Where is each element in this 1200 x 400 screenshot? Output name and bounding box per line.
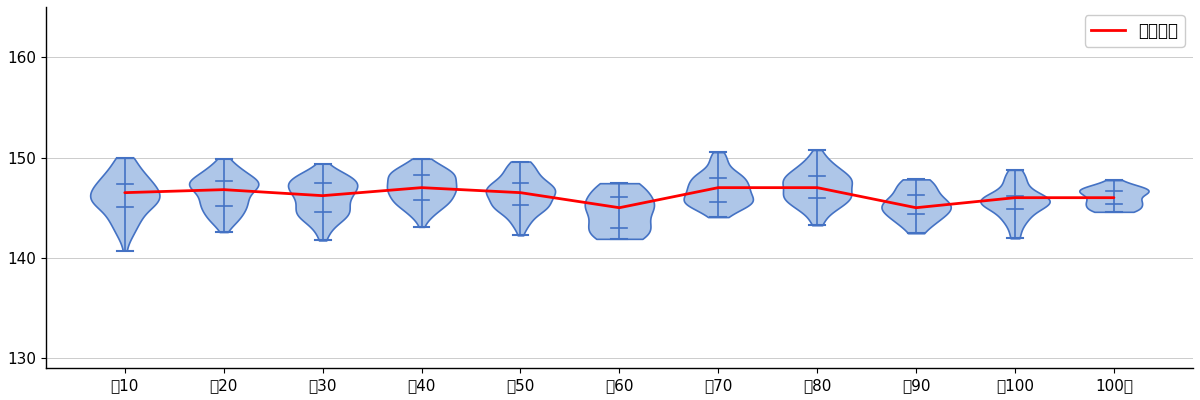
Legend: 球速平均: 球速平均	[1085, 15, 1184, 47]
